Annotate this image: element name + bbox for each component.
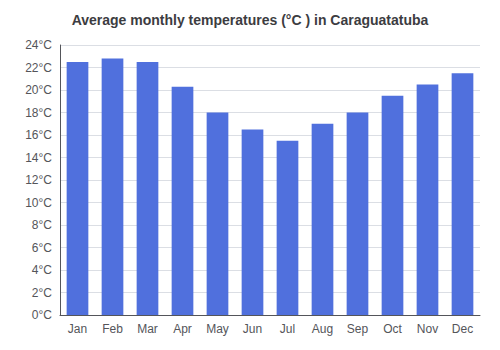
svg-text:Average monthly temperatures (: Average monthly temperatures (°C ) in Ca…	[72, 12, 429, 28]
svg-text:0°C: 0°C	[32, 308, 52, 322]
svg-text:18°C: 18°C	[25, 106, 52, 120]
svg-text:4°C: 4°C	[32, 263, 52, 277]
svg-text:Mar: Mar	[137, 322, 158, 336]
svg-text:8°C: 8°C	[32, 218, 52, 232]
svg-text:Feb: Feb	[102, 322, 123, 336]
svg-text:22°C: 22°C	[25, 61, 52, 75]
svg-text:16°C: 16°C	[25, 128, 52, 142]
svg-text:14°C: 14°C	[25, 151, 52, 165]
svg-text:Jan: Jan	[68, 322, 87, 336]
svg-text:May: May	[206, 322, 229, 336]
svg-text:Nov: Nov	[417, 322, 438, 336]
svg-text:Jun: Jun	[243, 322, 262, 336]
svg-text:Sep: Sep	[347, 322, 369, 336]
svg-text:24°C: 24°C	[25, 38, 52, 52]
svg-text:10°C: 10°C	[25, 196, 52, 210]
svg-text:Jul: Jul	[280, 322, 295, 336]
svg-text:Dec: Dec	[452, 322, 473, 336]
svg-text:20°C: 20°C	[25, 83, 52, 97]
svg-text:Aug: Aug	[312, 322, 333, 336]
svg-text:Oct: Oct	[383, 322, 402, 336]
svg-text:6°C: 6°C	[32, 241, 52, 255]
svg-text:12°C: 12°C	[25, 173, 52, 187]
svg-text:2°C: 2°C	[32, 286, 52, 300]
svg-text:Apr: Apr	[173, 322, 192, 336]
